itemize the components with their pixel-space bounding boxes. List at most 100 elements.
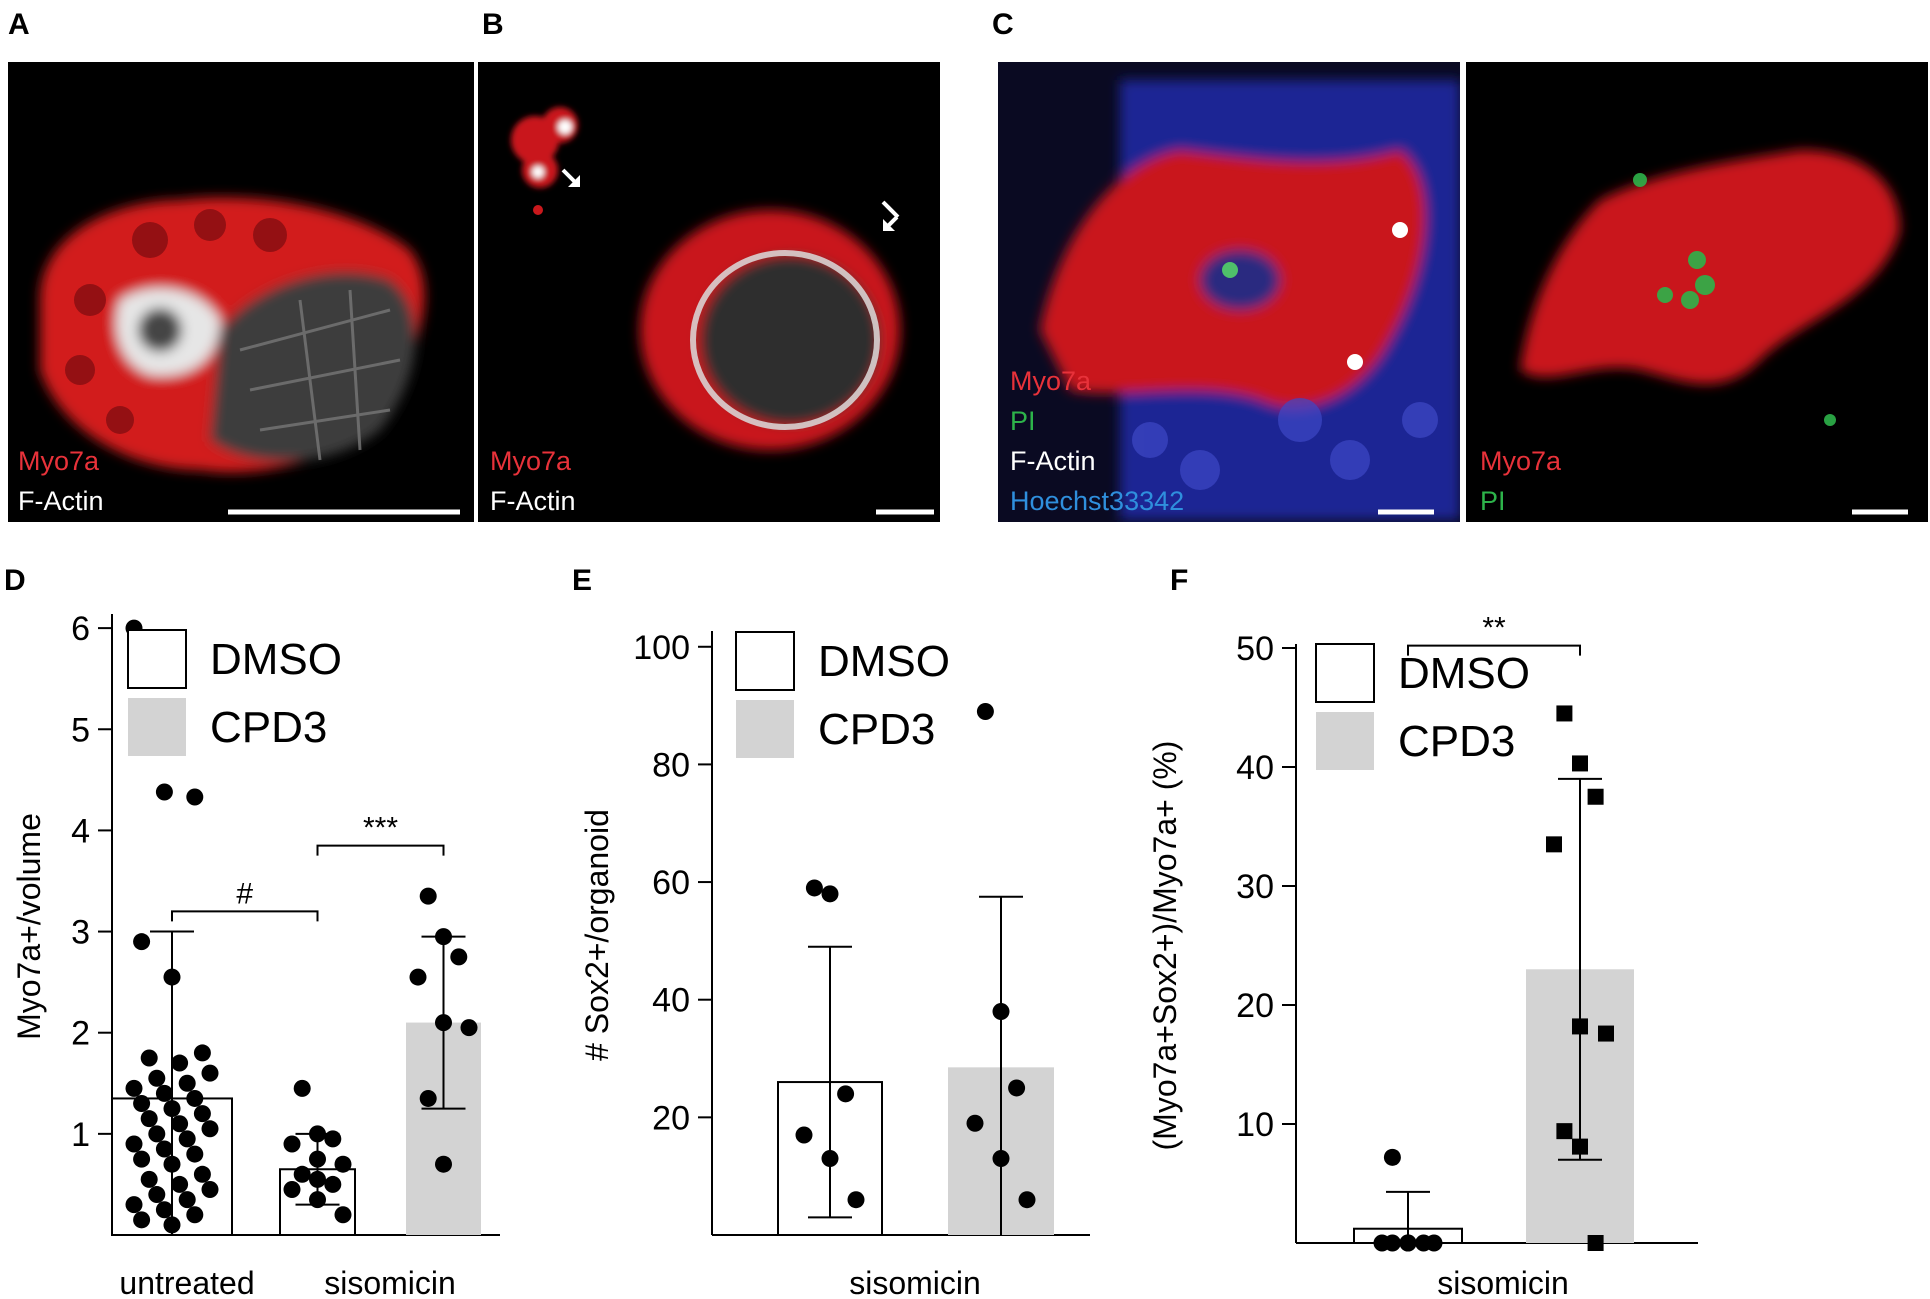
data-point bbox=[992, 1150, 1010, 1168]
data-point bbox=[133, 933, 151, 951]
label-c1-2: F-Actin bbox=[1010, 446, 1096, 476]
data-point bbox=[171, 1175, 189, 1193]
data-point bbox=[140, 1110, 158, 1128]
data-point bbox=[125, 1079, 143, 1097]
x-group-label: sisomicin bbox=[324, 1265, 456, 1299]
label-c2-0: Myo7a bbox=[1480, 446, 1562, 476]
y-tick-label: 10 bbox=[1236, 1106, 1274, 1144]
data-point bbox=[1018, 1191, 1036, 1209]
data-point bbox=[148, 1069, 166, 1087]
legend-swatch-cpd3 bbox=[128, 698, 186, 756]
data-point bbox=[163, 968, 181, 986]
significance-bracket bbox=[1407, 644, 1581, 656]
data-point bbox=[1572, 755, 1588, 772]
y-tick-label: 60 bbox=[652, 864, 690, 902]
significance-bracket bbox=[316, 844, 445, 856]
data-point bbox=[1556, 705, 1573, 722]
significance-label: ** bbox=[1482, 612, 1506, 645]
data-point bbox=[178, 1130, 196, 1148]
data-point bbox=[419, 887, 437, 905]
chart-d: 1 2 3 4 5 6 Myo7a+/volume # *** DMSO CPD3 untreated… bbox=[11, 610, 500, 1299]
data-point bbox=[186, 1206, 204, 1224]
legend-label-dmso: DMSO bbox=[210, 635, 342, 684]
y-tick-label: 40 bbox=[1236, 749, 1274, 787]
data-point bbox=[1598, 1025, 1614, 1042]
data-point bbox=[847, 1191, 865, 1209]
data-point bbox=[148, 1125, 166, 1143]
data-point bbox=[186, 788, 204, 806]
data-point bbox=[1383, 1148, 1401, 1166]
data-point bbox=[125, 1135, 143, 1153]
significance-label: # bbox=[236, 877, 253, 910]
y-tick-label: 2 bbox=[71, 1015, 90, 1053]
data-point bbox=[1572, 1138, 1588, 1155]
legend-swatch-dmso bbox=[127, 629, 187, 689]
data-point bbox=[309, 1170, 326, 1188]
data-point bbox=[155, 1140, 173, 1158]
data-point bbox=[1399, 1234, 1417, 1252]
panel-letter-a: A bbox=[8, 8, 30, 41]
y-tick-label: 6 bbox=[71, 610, 90, 648]
data-point bbox=[171, 1115, 189, 1133]
legend-swatch-dmso bbox=[1315, 643, 1375, 703]
data-point bbox=[435, 1014, 452, 1032]
data-point bbox=[309, 1125, 326, 1143]
legend-swatch-cpd3 bbox=[1316, 712, 1374, 770]
x-group-label: sisomicin bbox=[849, 1265, 981, 1299]
micrograph-a bbox=[8, 62, 474, 522]
panel-letter-c: C bbox=[992, 8, 1014, 41]
y-tick-label: 3 bbox=[71, 914, 90, 952]
y-tick-label: 40 bbox=[652, 982, 690, 1020]
data-point bbox=[186, 1089, 204, 1107]
x-group-label: sisomicin bbox=[1437, 1265, 1569, 1299]
data-point bbox=[201, 1064, 219, 1082]
data-point bbox=[193, 1165, 211, 1183]
label-a-1: F-Actin bbox=[18, 486, 104, 516]
y-tick-label: 5 bbox=[71, 711, 90, 749]
data-point bbox=[293, 1079, 311, 1097]
y-axis-label: # Sox2+/organoid bbox=[579, 809, 615, 1061]
data-point bbox=[460, 1019, 478, 1037]
micrograph-c-right bbox=[1466, 62, 1928, 522]
x-group-label: untreated bbox=[119, 1265, 254, 1299]
data-point bbox=[837, 1085, 855, 1103]
micrograph-c-left bbox=[998, 62, 1460, 522]
panel-letter-b: B bbox=[482, 8, 504, 41]
data-point bbox=[309, 1191, 326, 1209]
significance-label: *** bbox=[363, 812, 398, 845]
data-point bbox=[148, 1186, 166, 1204]
data-point bbox=[435, 1155, 452, 1173]
chart-f: 10 20 30 40 50 (Myo7a+Sox2+)/Myo7a+ (%) ** DMSO… bbox=[1147, 612, 1698, 1299]
legend-label-dmso: DMSO bbox=[818, 637, 950, 686]
data-point bbox=[450, 948, 468, 966]
data-point bbox=[140, 1170, 158, 1188]
arrow-icon bbox=[561, 168, 900, 219]
data-point bbox=[283, 1180, 301, 1198]
y-tick-label: 100 bbox=[633, 629, 690, 667]
arrow-icon-2 bbox=[883, 215, 899, 231]
data-point bbox=[1572, 1018, 1588, 1035]
y-tick-label: 4 bbox=[71, 812, 90, 850]
data-point bbox=[163, 1216, 181, 1234]
data-point bbox=[966, 1114, 984, 1132]
data-point bbox=[1425, 1234, 1443, 1252]
y-tick-label: 20 bbox=[1236, 987, 1274, 1025]
data-point bbox=[821, 1150, 839, 1168]
legend-swatch-dmso bbox=[735, 631, 795, 691]
y-axis-label: Myo7a+/volume bbox=[11, 813, 47, 1040]
label-c1-3: Hoechst33342 bbox=[1010, 486, 1184, 516]
data-point bbox=[125, 1196, 143, 1214]
micrograph-b bbox=[478, 62, 940, 522]
data-point bbox=[283, 1135, 301, 1153]
y-tick-label: 50 bbox=[1236, 630, 1274, 668]
data-point bbox=[178, 1191, 196, 1209]
label-a-0: Myo7a bbox=[18, 446, 100, 476]
y-tick-label: 80 bbox=[652, 746, 690, 784]
label-c2-1: PI bbox=[1480, 486, 1506, 516]
data-point bbox=[1587, 1235, 1604, 1251]
data-point bbox=[1546, 836, 1562, 853]
data-point bbox=[795, 1126, 813, 1144]
data-point bbox=[155, 783, 173, 801]
data-point bbox=[201, 1180, 219, 1198]
